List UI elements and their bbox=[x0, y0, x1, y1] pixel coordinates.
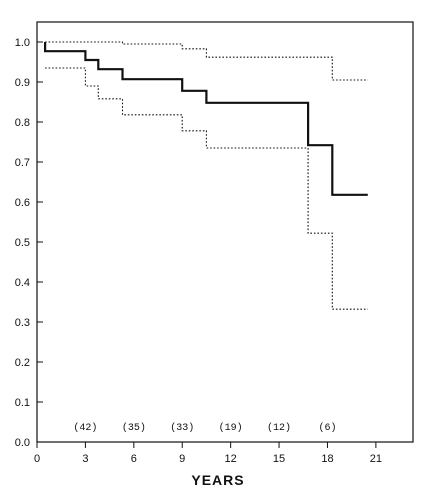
lower-confidence-line bbox=[45, 67, 368, 310]
at-risk-label: (19) bbox=[219, 422, 243, 434]
y-tick-label: 0.3 bbox=[15, 317, 30, 329]
upper-confidence-line bbox=[45, 41, 368, 81]
x-tick-label: 18 bbox=[321, 453, 333, 465]
y-tick-label: 0.8 bbox=[15, 117, 30, 129]
at-risk-layer: (42) (35) (33) (19) (12) (6) bbox=[73, 422, 336, 434]
x-tick-label: 12 bbox=[225, 453, 237, 465]
at-risk-label: (12) bbox=[267, 422, 291, 434]
plot-frame bbox=[36, 21, 414, 443]
y-tick-label: 0.0 bbox=[15, 437, 30, 449]
at-risk-label: (33) bbox=[170, 422, 194, 434]
y-tick-label: 0.5 bbox=[15, 237, 30, 249]
x-tick-label: 6 bbox=[131, 453, 137, 465]
y-tick-label: 0.1 bbox=[15, 397, 30, 409]
x-axis-title: YEARS bbox=[191, 472, 244, 488]
at-risk-label: (42) bbox=[73, 422, 97, 434]
at-risk-label: (35) bbox=[122, 422, 146, 434]
y-tick-label: 0.9 bbox=[15, 77, 30, 89]
axis-layer: 0.0 0.1 0.2 0.3 0.4 0.5 0.6 0.7 0.8 0.9 1.0 0 3 6 9 12 1… bbox=[15, 37, 382, 465]
x-tick-label: 9 bbox=[179, 453, 185, 465]
y-tick-label: 0.2 bbox=[15, 357, 30, 369]
x-tick-label: 0 bbox=[34, 453, 40, 465]
y-tick-label: 1.0 bbox=[15, 37, 30, 49]
plot-layer bbox=[44, 41, 368, 310]
x-tick-label: 3 bbox=[82, 453, 88, 465]
y-tick-label: 0.7 bbox=[15, 157, 30, 169]
y-tick-label: 0.4 bbox=[15, 277, 30, 289]
x-tick-label: 15 bbox=[273, 453, 285, 465]
survival-line bbox=[44, 42, 368, 196]
x-tick-label: 21 bbox=[370, 453, 382, 465]
y-tick-label: 0.6 bbox=[15, 197, 30, 209]
at-risk-label: (6) bbox=[318, 422, 336, 434]
